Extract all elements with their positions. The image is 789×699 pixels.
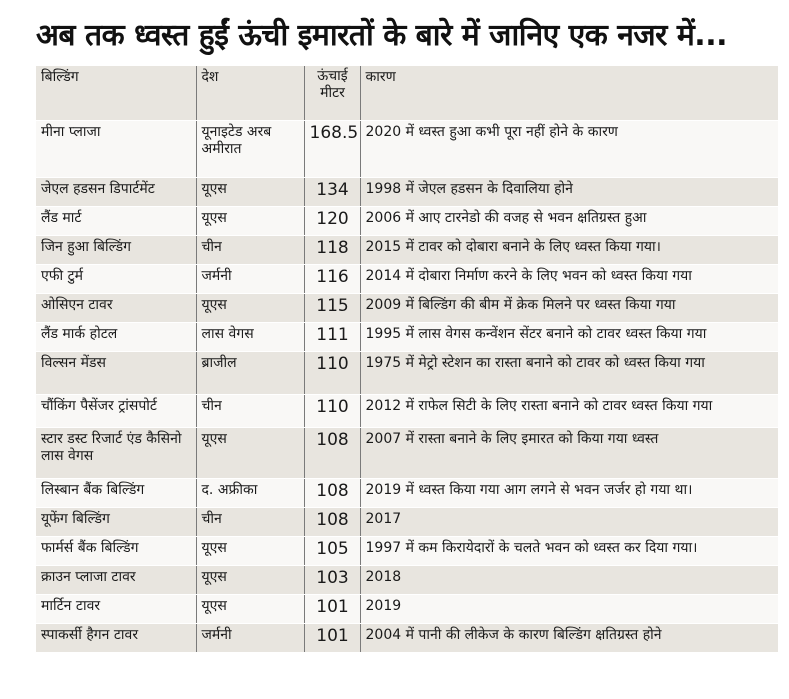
- table-row: चौंकिंग पैसेंजर ट्रांसपोर्ट चीन 110 2012…: [36, 394, 778, 428]
- cell-country: यूएस: [196, 565, 305, 595]
- cell-reason: 2009 में बिल्डिंग की बीम में क्रेक मिलने…: [360, 293, 778, 323]
- cell-building: फार्मर्स बैंक बिल्डिंग: [36, 536, 197, 566]
- cell-reason: 2019 में ध्वस्त किया गया आग लगने से भवन …: [360, 478, 778, 508]
- table-row: एफी टुर्म जर्मनी 116 2014 में दोबारा निर…: [36, 264, 778, 294]
- cell-reason: 2004 में पानी की लीकेज के कारण बिल्डिंग …: [360, 623, 778, 653]
- page-title: अब तक ध्वस्त हुईं ऊंची इमारतों के बारे म…: [36, 18, 728, 53]
- table-row: स्टार डस्ट रिजार्ट एंड कैसिनो लास वेगस य…: [36, 427, 778, 479]
- table-row: ओसिएन टावर यूएस 115 2009 में बिल्डिंग की…: [36, 293, 778, 323]
- cell-country: यूएस: [196, 293, 305, 323]
- cell-height: 101: [304, 594, 361, 624]
- cell-country: द. अफ्रीका: [196, 478, 305, 508]
- cell-country: जर्मनी: [196, 623, 305, 653]
- table-row: मार्टिन टावर यूएस 101 2019: [36, 594, 778, 624]
- cell-building: स्टार डस्ट रिजार्ट एंड कैसिनो लास वेगस: [36, 427, 197, 479]
- demolished-buildings-table: बिल्डिंग देश ऊंचाई मीटर कारण मीना प्लाजा…: [36, 66, 778, 653]
- header-height-line1: ऊंचाई: [317, 68, 348, 84]
- cell-building: जिन हुआ बिल्डिंग: [36, 235, 197, 265]
- cell-reason: 1997 में कम किरायेदारों के चलते भवन को ध…: [360, 536, 778, 566]
- cell-building: मार्टिन टावर: [36, 594, 197, 624]
- cell-country: यूएस: [196, 206, 305, 236]
- table-row: विल्सन मेंडस ब्राजील 110 1975 में मेट्रो…: [36, 351, 778, 395]
- cell-height: 168.5: [304, 120, 361, 178]
- cell-country: लास वेगस: [196, 322, 305, 352]
- table-row: जिन हुआ बिल्डिंग चीन 118 2015 में टावर क…: [36, 235, 778, 265]
- cell-building: एफी टुर्म: [36, 264, 197, 294]
- cell-reason: 2006 में आए टारनेडो की वजह से भवन क्षतिग…: [360, 206, 778, 236]
- cell-reason: 2020 में ध्वस्त हुआ कभी पूरा नहीं होने क…: [360, 120, 778, 178]
- cell-reason: 1998 में जेएल हडसन के दिवालिया होने: [360, 177, 778, 207]
- cell-country: चीन: [196, 235, 305, 265]
- cell-country: यूएस: [196, 427, 305, 479]
- cell-building: विल्सन मेंडस: [36, 351, 197, 395]
- cell-building: ओसिएन टावर: [36, 293, 197, 323]
- header-height: ऊंचाई मीटर: [304, 66, 361, 121]
- table-row: क्राउन प्लाजा टावर यूएस 103 2018: [36, 565, 778, 595]
- table-row: लैंड मार्ट यूएस 120 2006 में आए टारनेडो …: [36, 206, 778, 236]
- header-building: बिल्डिंग: [36, 66, 197, 121]
- cell-reason: 2017: [360, 507, 778, 537]
- cell-building: मीना प्लाजा: [36, 120, 197, 178]
- cell-height: 110: [304, 351, 361, 395]
- cell-country: यूएस: [196, 177, 305, 207]
- table-row: फार्मर्स बैंक बिल्डिंग यूएस 105 1997 में…: [36, 536, 778, 566]
- cell-country: यूएस: [196, 594, 305, 624]
- cell-country: जर्मनी: [196, 264, 305, 294]
- cell-reason: 2014 में दोबारा निर्माण करने के लिए भवन …: [360, 264, 778, 294]
- cell-country: चीन: [196, 394, 305, 428]
- cell-height: 108: [304, 507, 361, 537]
- table-row: मीना प्लाजा यूनाइटेड अरब अमीरात 168.5 20…: [36, 120, 778, 178]
- cell-reason: 2012 में राफेल सिटी के लिए रास्ता बनाने …: [360, 394, 778, 428]
- table-header-row: बिल्डिंग देश ऊंचाई मीटर कारण: [36, 66, 778, 121]
- cell-height: 134: [304, 177, 361, 207]
- cell-height: 103: [304, 565, 361, 595]
- cell-building: जेएल हडसन डिपार्टमेंट: [36, 177, 197, 207]
- table-row: स्पाकर्सी हैगन टावर जर्मनी 101 2004 में …: [36, 623, 778, 653]
- cell-reason: 2007 में रास्ता बनाने के लिए इमारत को कि…: [360, 427, 778, 479]
- cell-building: लैंड मार्क होटल: [36, 322, 197, 352]
- table-row: जेएल हडसन डिपार्टमेंट यूएस 134 1998 में …: [36, 177, 778, 207]
- cell-country: यूएस: [196, 536, 305, 566]
- cell-reason: 2015 में टावर को दोबारा बनाने के लिए ध्व…: [360, 235, 778, 265]
- cell-height: 101: [304, 623, 361, 653]
- cell-country: चीन: [196, 507, 305, 537]
- cell-height: 108: [304, 478, 361, 508]
- cell-building: लिस्बान बैंक बिल्डिंग: [36, 478, 197, 508]
- cell-country: यूनाइटेड अरब अमीरात: [196, 120, 305, 178]
- cell-height: 116: [304, 264, 361, 294]
- cell-building: यूफेंग बिल्डिंग: [36, 507, 197, 537]
- cell-building: चौंकिंग पैसेंजर ट्रांसपोर्ट: [36, 394, 197, 428]
- header-height-line2: मीटर: [320, 85, 345, 101]
- cell-height: 110: [304, 394, 361, 428]
- header-country: देश: [196, 66, 305, 121]
- cell-height: 115: [304, 293, 361, 323]
- cell-reason: 1995 में लास वेगस कन्वेंशन सेंटर बनाने क…: [360, 322, 778, 352]
- table-row: लिस्बान बैंक बिल्डिंग द. अफ्रीका 108 201…: [36, 478, 778, 508]
- cell-height: 111: [304, 322, 361, 352]
- cell-country: ब्राजील: [196, 351, 305, 395]
- cell-building: लैंड मार्ट: [36, 206, 197, 236]
- cell-height: 108: [304, 427, 361, 479]
- cell-building: स्पाकर्सी हैगन टावर: [36, 623, 197, 653]
- cell-reason: 2018: [360, 565, 778, 595]
- table-row: यूफेंग बिल्डिंग चीन 108 2017: [36, 507, 778, 537]
- table-row: लैंड मार्क होटल लास वेगस 111 1995 में ला…: [36, 322, 778, 352]
- cell-building: क्राउन प्लाजा टावर: [36, 565, 197, 595]
- cell-reason: 2019: [360, 594, 778, 624]
- cell-height: 120: [304, 206, 361, 236]
- header-reason: कारण: [360, 66, 778, 121]
- cell-reason: 1975 में मेट्रो स्टेशन का रास्ता बनाने क…: [360, 351, 778, 395]
- cell-height: 118: [304, 235, 361, 265]
- cell-height: 105: [304, 536, 361, 566]
